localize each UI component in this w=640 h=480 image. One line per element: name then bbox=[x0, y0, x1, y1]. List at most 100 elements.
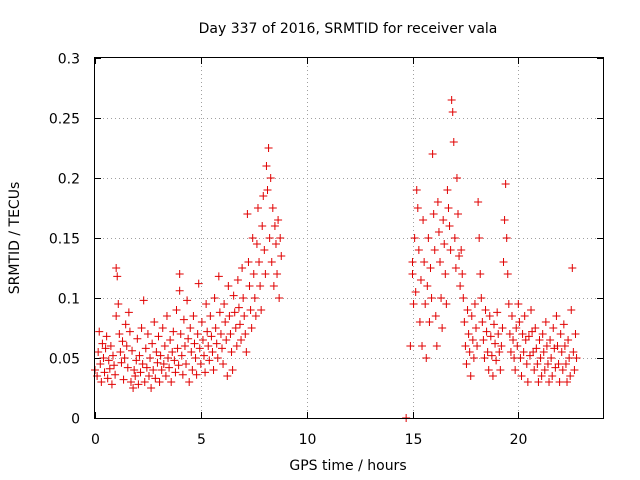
data-point bbox=[502, 234, 511, 242]
data-point bbox=[165, 363, 174, 372]
data-point bbox=[139, 296, 148, 305]
data-point bbox=[192, 370, 201, 379]
data-point bbox=[546, 336, 555, 344]
data-point bbox=[509, 336, 518, 344]
data-point bbox=[216, 330, 225, 338]
data-point bbox=[271, 240, 280, 248]
data-point bbox=[545, 378, 554, 386]
data-point bbox=[150, 318, 159, 326]
data-point bbox=[155, 378, 164, 386]
data-point bbox=[238, 264, 247, 272]
data-point bbox=[408, 258, 417, 266]
data-point bbox=[438, 324, 447, 332]
data-point bbox=[548, 372, 557, 380]
data-point bbox=[194, 279, 203, 288]
data-point bbox=[530, 366, 539, 374]
data-point bbox=[466, 372, 475, 380]
data-point bbox=[94, 348, 103, 356]
x-tick-label: 20 bbox=[510, 432, 528, 448]
data-point bbox=[114, 300, 123, 308]
data-point bbox=[521, 336, 530, 344]
data-point bbox=[115, 330, 124, 338]
data-point bbox=[193, 330, 202, 338]
data-point bbox=[511, 366, 520, 374]
data-point bbox=[479, 336, 488, 344]
data-point bbox=[224, 282, 233, 290]
data-point bbox=[275, 294, 284, 302]
data-point bbox=[242, 348, 251, 356]
data-point bbox=[519, 348, 528, 356]
data-point bbox=[460, 318, 469, 326]
data-point bbox=[113, 272, 122, 281]
data-point bbox=[230, 308, 239, 317]
data-point bbox=[541, 318, 550, 326]
data-point bbox=[260, 246, 269, 254]
data-point bbox=[197, 318, 206, 326]
data-point bbox=[543, 360, 552, 368]
data-point bbox=[234, 303, 243, 312]
data-point bbox=[491, 339, 500, 348]
data-point bbox=[229, 291, 238, 300]
data-point bbox=[160, 342, 169, 350]
data-point bbox=[478, 318, 487, 326]
data-point bbox=[274, 216, 283, 224]
data-point bbox=[503, 270, 512, 278]
data-point bbox=[158, 324, 167, 332]
data-point bbox=[175, 270, 184, 278]
data-point bbox=[540, 366, 549, 374]
data-point bbox=[487, 351, 496, 360]
data-point bbox=[484, 366, 493, 374]
data-point bbox=[249, 270, 258, 278]
data-point bbox=[180, 342, 189, 350]
data-point bbox=[486, 332, 495, 341]
data-point bbox=[450, 234, 459, 242]
data-point bbox=[444, 204, 453, 212]
data-point bbox=[497, 342, 506, 350]
x-tick-label: 15 bbox=[405, 432, 423, 448]
data-point bbox=[237, 336, 246, 344]
data-point bbox=[406, 342, 415, 350]
data-point bbox=[219, 360, 228, 368]
data-point bbox=[452, 174, 461, 182]
data-point bbox=[161, 372, 170, 380]
data-point bbox=[440, 240, 449, 248]
data-point bbox=[227, 348, 236, 356]
data-point bbox=[167, 378, 176, 386]
data-point bbox=[112, 312, 121, 320]
data-point bbox=[208, 348, 217, 356]
data-point bbox=[431, 312, 440, 320]
data-point bbox=[133, 334, 142, 343]
data-point bbox=[206, 312, 215, 320]
data-point bbox=[122, 342, 131, 350]
data-point bbox=[434, 228, 443, 236]
data-point bbox=[207, 332, 216, 341]
data-point bbox=[135, 351, 144, 360]
data-point bbox=[124, 308, 133, 317]
data-point bbox=[566, 372, 575, 380]
data-point bbox=[140, 378, 149, 386]
data-point bbox=[558, 366, 567, 374]
data-point bbox=[553, 342, 562, 350]
data-point bbox=[517, 372, 526, 380]
data-point bbox=[220, 300, 229, 308]
data-point bbox=[223, 372, 232, 380]
data-point bbox=[190, 339, 199, 348]
data-point bbox=[515, 318, 524, 326]
data-point bbox=[506, 348, 515, 356]
axis-ticks bbox=[95, 58, 603, 419]
y-tick-label: 0.15 bbox=[49, 232, 80, 248]
data-point bbox=[456, 282, 465, 290]
data-point bbox=[492, 356, 501, 365]
data-point bbox=[564, 336, 573, 344]
data-point bbox=[152, 348, 161, 356]
data-point bbox=[412, 186, 421, 194]
data-point bbox=[426, 264, 435, 272]
data-point bbox=[524, 332, 533, 341]
data-point bbox=[171, 368, 180, 377]
data-point bbox=[241, 330, 250, 338]
data-point bbox=[179, 315, 188, 324]
data-point bbox=[146, 354, 155, 362]
data-point bbox=[111, 370, 120, 379]
data-point bbox=[551, 363, 560, 372]
data-point bbox=[262, 162, 271, 170]
